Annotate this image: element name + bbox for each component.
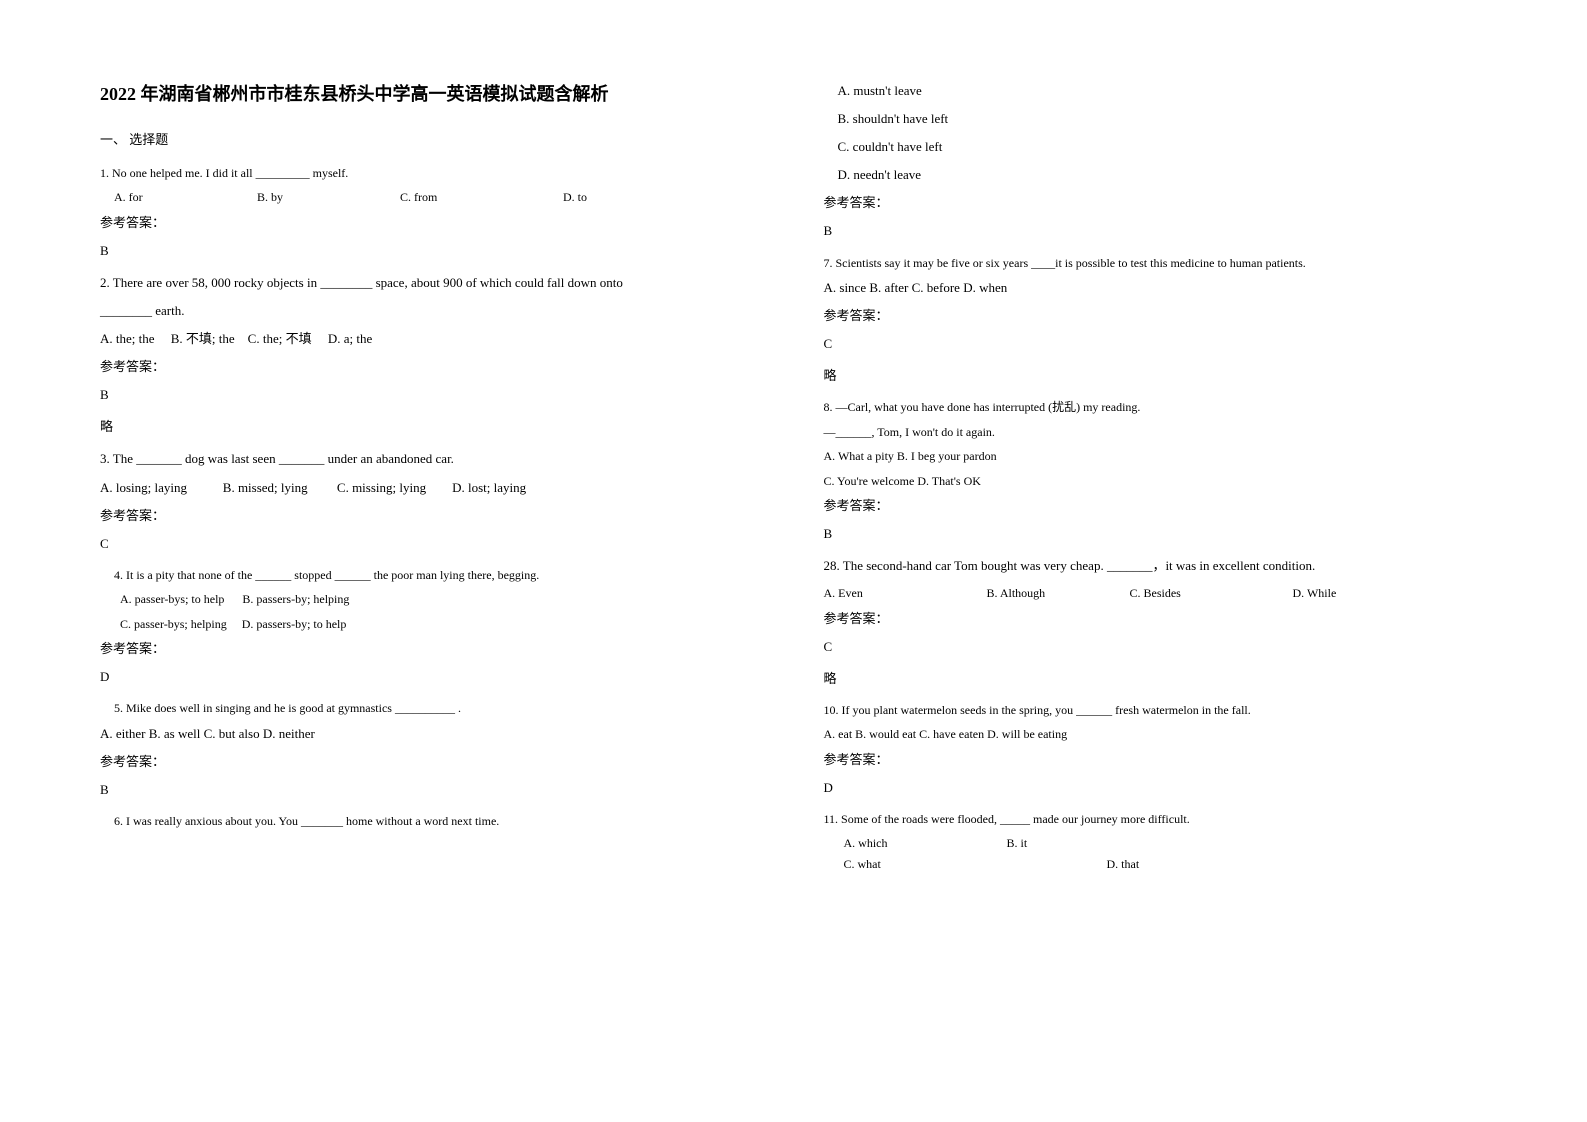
q1-opt-d: D. to <box>563 187 587 207</box>
q6-opt-c: C. couldn't have left <box>824 136 1488 158</box>
q3-options: A. losing; laying B. missed; lying C. mi… <box>100 477 764 499</box>
q9-opt-c: C. Besides <box>1130 583 1290 603</box>
q10-answer: D <box>824 777 1488 799</box>
q9-note: 略 <box>824 668 1488 690</box>
q5-answer: B <box>100 779 764 801</box>
q6-opt-a: A. mustn't leave <box>824 80 1488 102</box>
q7-note: 略 <box>824 365 1488 387</box>
q7-options: A. since B. after C. before D. when <box>824 277 1488 299</box>
q1-answer: B <box>100 240 764 262</box>
q4-answer-label: 参考答案： <box>100 638 764 660</box>
q1-answer-label: 参考答案： <box>100 212 764 234</box>
q11-opt-d: D. that <box>1107 854 1140 874</box>
q9-options: A. Even B. Although C. Besides D. While <box>824 583 1488 603</box>
q6-answer: B <box>824 220 1488 242</box>
q2-text: 2. There are over 58, 000 rocky objects … <box>100 272 764 294</box>
section-heading: 一、 选择题 <box>100 129 764 151</box>
q8-text2: —______, Tom, I won't do it again. <box>824 422 1488 442</box>
q1-opt-c: C. from <box>400 187 560 207</box>
q1-options: A. for B. by C. from D. to <box>100 187 764 207</box>
page-title: 2022 年湖南省郴州市市桂东县桥头中学高一英语模拟试题含解析 <box>100 80 764 109</box>
q9-text: 28. The second-hand car Tom bought was v… <box>824 555 1488 577</box>
q8-answer: B <box>824 523 1488 545</box>
q9-answer: C <box>824 636 1488 658</box>
q11-text: 11. Some of the roads were flooded, ____… <box>824 809 1488 829</box>
q10-text: 10. If you plant watermelon seeds in the… <box>824 700 1488 720</box>
q10-answer-label: 参考答案： <box>824 749 1488 771</box>
q5-text: 5. Mike does well in singing and he is g… <box>100 698 764 718</box>
q3-text: 3. The _______ dog was last seen _______… <box>100 448 764 470</box>
q3-answer: C <box>100 533 764 555</box>
q1-opt-a: A. for <box>114 187 254 207</box>
q4-line2: C. passer-bys; helping D. passers-by; to… <box>100 614 764 634</box>
q3-answer-label: 参考答案： <box>100 505 764 527</box>
q2-answer-label: 参考答案： <box>100 356 764 378</box>
q2-text2: ________ earth. <box>100 300 764 322</box>
q9-answer-label: 参考答案： <box>824 608 1488 630</box>
q9-opt-d: D. While <box>1293 583 1337 603</box>
q11-opt-a: A. which <box>844 833 1004 853</box>
q8-line1: A. What a pity B. I beg your pardon <box>824 446 1488 466</box>
q2-answer: B <box>100 384 764 406</box>
q4-text: 4. It is a pity that none of the ______ … <box>100 565 764 585</box>
q7-answer-label: 参考答案： <box>824 305 1488 327</box>
q1-text: 1. No one helped me. I did it all ______… <box>100 163 764 183</box>
left-column: 2022 年湖南省郴州市市桂东县桥头中学高一英语模拟试题含解析 一、 选择题 1… <box>100 80 764 878</box>
q11-opt-c: C. what <box>844 854 1104 874</box>
q7-text: 7. Scientists say it may be five or six … <box>824 253 1488 273</box>
q7-answer: C <box>824 333 1488 355</box>
q6-opt-b: B. shouldn't have left <box>824 108 1488 130</box>
q10-options: A. eat B. would eat C. have eaten D. wil… <box>824 724 1488 744</box>
right-column: A. mustn't leave B. shouldn't have left … <box>824 80 1488 878</box>
q4-line1: A. passer-bys; to help B. passers-by; he… <box>100 589 764 609</box>
page-container: 2022 年湖南省郴州市市桂东县桥头中学高一英语模拟试题含解析 一、 选择题 1… <box>100 80 1487 878</box>
q6-text: 6. I was really anxious about you. You _… <box>100 811 764 831</box>
q5-options: A. either B. as well C. but also D. neit… <box>100 723 764 745</box>
q11-options: A. which B. it C. what D. that <box>824 833 1488 874</box>
q6-answer-label: 参考答案： <box>824 192 1488 214</box>
q9-opt-b: B. Although <box>987 583 1127 603</box>
q6-opt-d: D. needn't leave <box>824 164 1488 186</box>
q4-answer: D <box>100 666 764 688</box>
q9-opt-a: A. Even <box>824 583 984 603</box>
q8-answer-label: 参考答案： <box>824 495 1488 517</box>
q5-answer-label: 参考答案： <box>100 751 764 773</box>
q11-opt-b: B. it <box>1007 833 1267 853</box>
q2-note: 略 <box>100 416 764 438</box>
q8-text: 8. —Carl, what you have done has interru… <box>824 397 1488 417</box>
q2-options: A. the; the B. 不填; the C. the; 不填 D. a; … <box>100 328 764 350</box>
q1-opt-b: B. by <box>257 187 397 207</box>
q8-line2: C. You're welcome D. That's OK <box>824 471 1488 491</box>
